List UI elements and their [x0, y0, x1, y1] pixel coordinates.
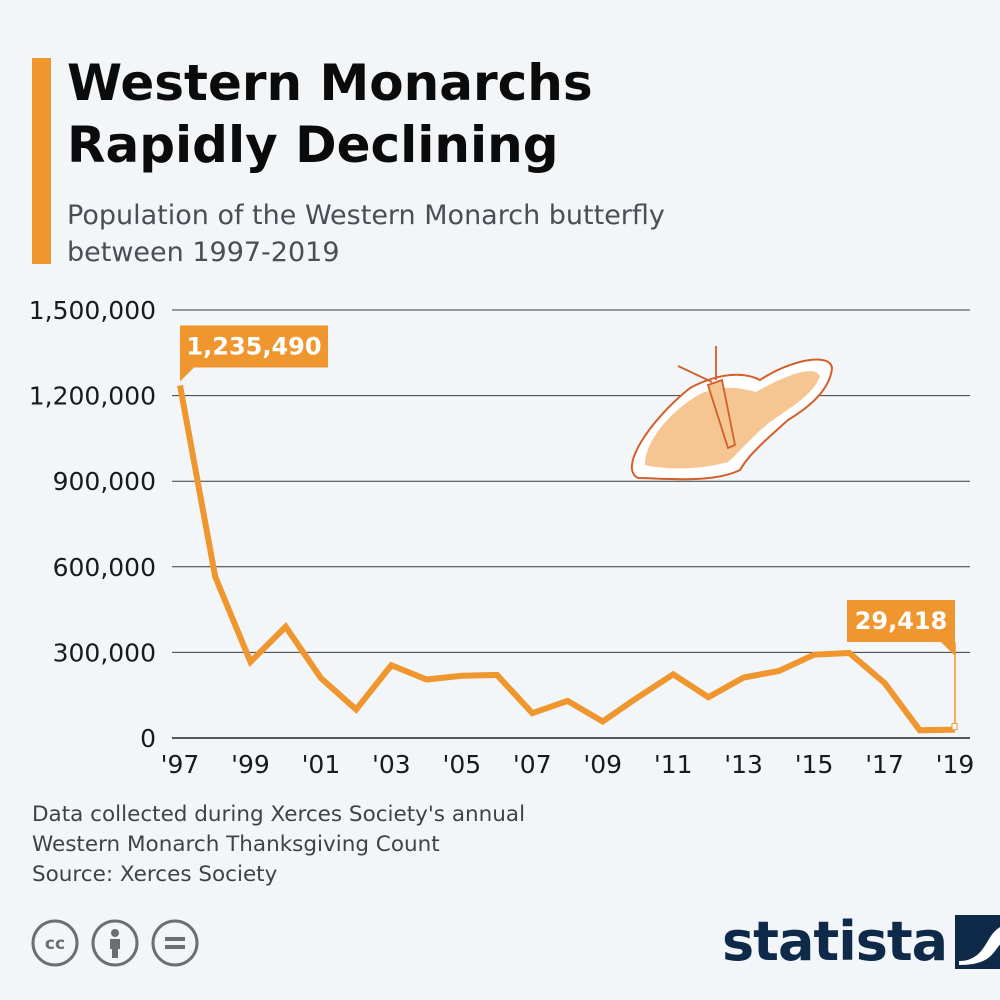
- equals-icon[interactable]: [150, 918, 200, 968]
- y-tick-label: 1,200,000: [29, 382, 156, 411]
- data-point: [917, 727, 923, 733]
- value-callout: 1,235,490: [180, 325, 328, 382]
- y-tick-label: 0: [140, 724, 156, 753]
- value-callout: 29,418: [847, 600, 958, 731]
- source-notes: Data collected during Xerces Society's a…: [32, 800, 525, 890]
- y-tick-label: 900,000: [53, 467, 156, 496]
- data-point: [424, 677, 430, 683]
- data-point: [353, 706, 359, 712]
- data-point: [247, 659, 253, 665]
- x-tick-label: '99: [231, 750, 270, 779]
- x-tick-label: '05: [442, 750, 481, 779]
- x-tick-label: '07: [513, 750, 552, 779]
- data-point: [388, 662, 394, 668]
- data-point: [635, 694, 641, 700]
- data-point: [318, 675, 324, 681]
- x-tick-label: '97: [161, 750, 200, 779]
- butterfly-body: [706, 378, 737, 450]
- x-tick-label: '13: [724, 750, 763, 779]
- data-point: [283, 624, 289, 630]
- callout-label: 1,235,490: [186, 332, 321, 360]
- chart-subtitle: Population of the Western Monarch butter…: [67, 200, 665, 268]
- note-line-1: Data collected during Xerces Society's a…: [32, 802, 526, 827]
- data-point: [529, 710, 535, 716]
- data-point: [565, 698, 571, 704]
- data-point: [670, 671, 676, 677]
- x-tick-label: '09: [583, 750, 622, 779]
- license-icons: cc: [30, 918, 200, 968]
- data-point: [776, 668, 782, 674]
- data-point: [811, 652, 817, 658]
- butterfly-antenna-left: [677, 365, 713, 383]
- chart-title: Western Monarchs Rapidly Declining: [67, 54, 593, 174]
- data-point: [600, 718, 606, 724]
- y-tick-label: 1,500,000: [29, 296, 156, 325]
- butterfly-illustration: [631, 346, 834, 481]
- person-icon[interactable]: [90, 918, 140, 968]
- data-point: [882, 680, 888, 686]
- source-line: Source: Xerces Society: [32, 862, 278, 887]
- data-point: [705, 694, 711, 700]
- x-tick-label: '15: [795, 750, 834, 779]
- y-tick-label: 300,000: [53, 638, 156, 667]
- data-point: [212, 574, 218, 580]
- data-point: [846, 650, 852, 656]
- x-tick-label: '17: [865, 750, 904, 779]
- statista-logo[interactable]: statista: [722, 912, 1000, 972]
- note-line-2: Western Monarch Thanksgiving Count: [32, 832, 440, 857]
- x-tick-label: '19: [936, 750, 975, 779]
- x-tick-label: '11: [654, 750, 693, 779]
- data-point: [494, 672, 500, 678]
- butterfly-inner-wing: [645, 371, 820, 469]
- callout-label: 29,418: [855, 607, 948, 635]
- x-tick-label: '01: [302, 750, 341, 779]
- cc-icon[interactable]: cc: [30, 918, 80, 968]
- logo-text: statista: [722, 910, 948, 973]
- x-tick-label: '03: [372, 750, 411, 779]
- svg-text:cc: cc: [45, 934, 65, 954]
- data-point: [741, 675, 747, 681]
- series-line: [177, 384, 956, 734]
- data-point: [177, 382, 183, 388]
- line-chart: 0 300,000 600,000 900,000 1,200,000 1,500,000…: [29, 296, 975, 779]
- accent-bar: [32, 58, 51, 264]
- data-point: [459, 673, 465, 679]
- statista-mark-icon: [955, 915, 1000, 969]
- y-tick-label: 600,000: [53, 553, 156, 582]
